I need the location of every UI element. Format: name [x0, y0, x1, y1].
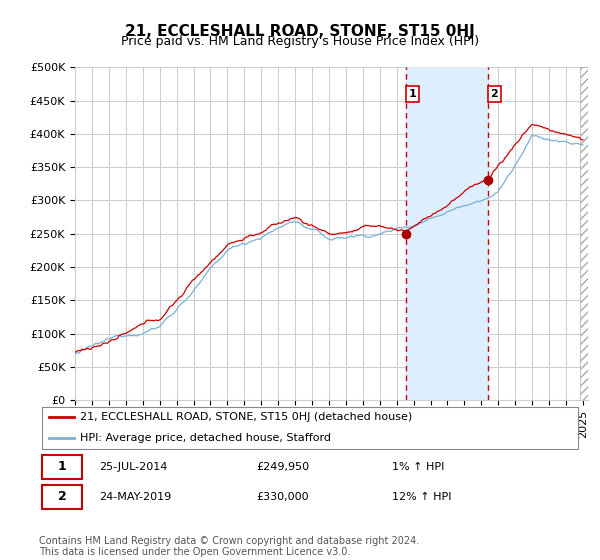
Text: 2: 2 [58, 491, 67, 503]
FancyBboxPatch shape [42, 407, 578, 449]
Bar [406, 67, 488, 400]
FancyBboxPatch shape [42, 485, 82, 509]
Text: 21, ECCLESHALL ROAD, STONE, ST15 0HJ: 21, ECCLESHALL ROAD, STONE, ST15 0HJ [125, 24, 475, 39]
Text: 21, ECCLESHALL ROAD, STONE, ST15 0HJ (detached house): 21, ECCLESHALL ROAD, STONE, ST15 0HJ (de… [80, 412, 412, 422]
Bar [583, 67, 592, 400]
Text: Contains HM Land Registry data © Crown copyright and database right 2024.
This d: Contains HM Land Registry data © Crown c… [39, 535, 419, 557]
Text: 25-JUL-2014: 25-JUL-2014 [99, 462, 167, 472]
Bar [580, 67, 589, 400]
Text: HPI: Average price, detached house, Stafford: HPI: Average price, detached house, Staf… [80, 433, 331, 444]
Text: Price paid vs. HM Land Registry's House Price Index (HPI): Price paid vs. HM Land Registry's House … [121, 35, 479, 48]
Text: £330,000: £330,000 [256, 492, 309, 502]
FancyBboxPatch shape [42, 455, 82, 479]
Text: 1: 1 [58, 460, 67, 473]
Text: £249,950: £249,950 [256, 462, 310, 472]
Text: 1: 1 [409, 89, 416, 99]
Text: 24-MAY-2019: 24-MAY-2019 [99, 492, 171, 502]
Text: 12% ↑ HPI: 12% ↑ HPI [392, 492, 451, 502]
Text: 1% ↑ HPI: 1% ↑ HPI [392, 462, 445, 472]
Text: 2: 2 [490, 89, 498, 99]
